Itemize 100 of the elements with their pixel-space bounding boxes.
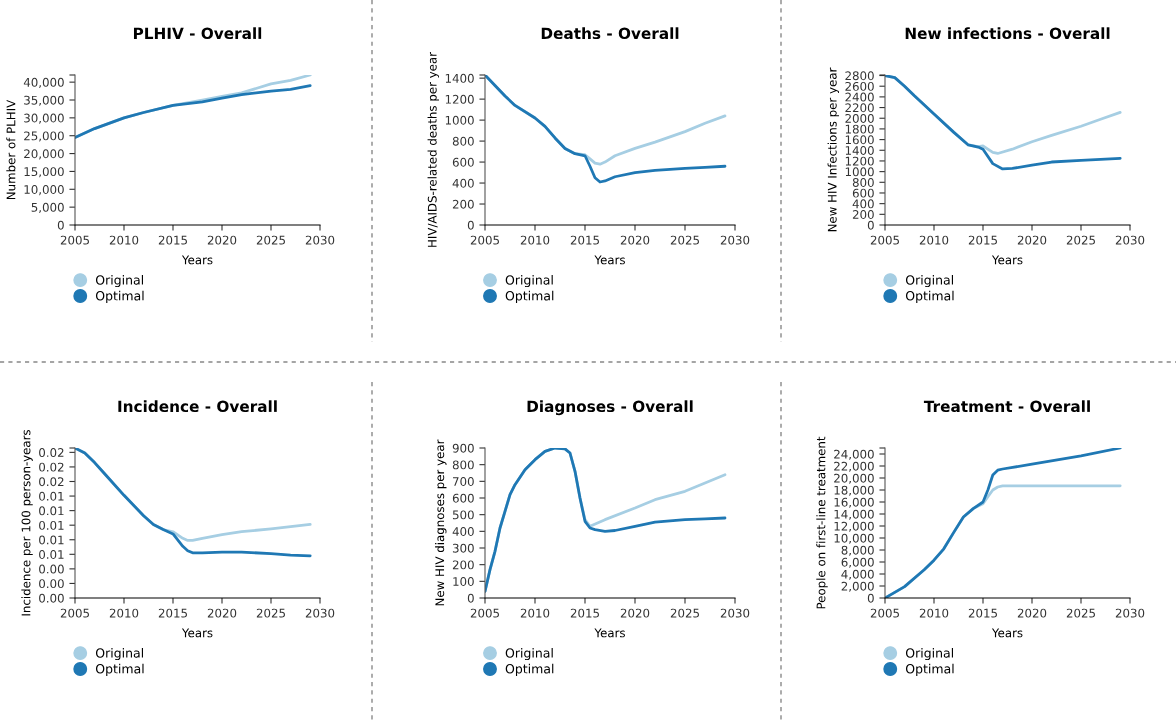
x-tick-label: 2025 bbox=[1066, 235, 1095, 245]
chart-title: Deaths - Overall bbox=[541, 27, 679, 40]
x-tick-label: 2020 bbox=[620, 235, 650, 245]
x-tick-label: 2015 bbox=[158, 608, 187, 618]
y-tick-label: 600 bbox=[452, 157, 474, 167]
x-tick-label: 2005 bbox=[870, 235, 899, 245]
y-tick-label: 14,000 bbox=[834, 509, 874, 520]
y-tick-label: 1400 bbox=[845, 145, 874, 155]
y-tick-label: 600 bbox=[852, 188, 874, 198]
y-tick-label: 0.02 bbox=[39, 448, 64, 458]
x-tick-label: 2025 bbox=[256, 235, 285, 245]
y-tick-label: 700 bbox=[453, 477, 474, 486]
y-tick-label: 200 bbox=[852, 210, 874, 219]
x-tick-label: 2030 bbox=[1115, 608, 1145, 618]
y-tick-label: 0.01 bbox=[39, 520, 64, 530]
y-tick-label: 300 bbox=[452, 543, 474, 553]
y-tick-label: 800 bbox=[452, 136, 474, 146]
y-tick-label: 0.00 bbox=[39, 593, 64, 603]
y-tick-label: 10,000 bbox=[24, 185, 64, 196]
x-tick-label: 2020 bbox=[207, 235, 237, 245]
x-tick-label: 2010 bbox=[109, 235, 139, 245]
y-tick-label: 0.00 bbox=[39, 579, 64, 589]
y-tick-label: 30,000 bbox=[24, 113, 64, 124]
x-tick-label: 2005 bbox=[470, 235, 499, 245]
chart-title: Treatment - Overall bbox=[923, 400, 1090, 413]
legend-label: Optimal bbox=[505, 663, 554, 676]
x-tick-label: 2020 bbox=[207, 608, 237, 618]
legend-label: Original bbox=[95, 275, 143, 288]
y-tick-label: 800 bbox=[452, 460, 474, 470]
x-tick-label: 2010 bbox=[919, 608, 949, 618]
y-tick-label: 100 bbox=[453, 577, 474, 586]
legend-label: Original bbox=[505, 648, 553, 661]
y-axis-title: HIV/AIDS-related deaths per year bbox=[427, 51, 439, 247]
chart-title: New infections - Overall bbox=[905, 27, 1110, 40]
y-tick-label: 5,000 bbox=[31, 202, 64, 213]
x-tick-label: 2030 bbox=[720, 235, 750, 245]
y-tick-label: 1200 bbox=[845, 156, 874, 166]
y-axis-title: New HIV diagnoses per year bbox=[435, 439, 447, 606]
y-tick-label: 400 bbox=[452, 178, 474, 188]
y-tick-label: 2600 bbox=[845, 81, 874, 91]
x-tick-label: 2010 bbox=[109, 608, 139, 618]
y-axis-title: Incidence per 100 person-years bbox=[21, 430, 33, 616]
x-tick-label: 2010 bbox=[919, 235, 949, 245]
x-tick-label: 2025 bbox=[670, 608, 699, 618]
legend-label: Original bbox=[905, 275, 953, 288]
x-tick-label: 2010 bbox=[520, 608, 550, 618]
legend-label: Optimal bbox=[505, 290, 554, 303]
y-axis-title: New HIV Infections per year bbox=[827, 67, 839, 232]
y-axis-title: Number of PLHIV bbox=[6, 99, 16, 200]
x-tick-label: 2030 bbox=[305, 235, 335, 245]
y-tick-label: 1000 bbox=[845, 167, 874, 177]
y-tick-label: 8,000 bbox=[841, 545, 874, 556]
y-tick-label: 22,000 bbox=[834, 461, 874, 472]
x-tick-label: 2005 bbox=[470, 608, 499, 618]
y-tick-label: 20,000 bbox=[834, 473, 874, 484]
y-tick-label: 0.00 bbox=[39, 564, 64, 574]
x-tick-label: 2015 bbox=[968, 235, 997, 245]
x-tick-label: 2015 bbox=[968, 608, 997, 618]
y-tick-label: 12,000 bbox=[834, 521, 874, 532]
x-tick-label: 2015 bbox=[570, 608, 599, 618]
x-tick-label: 2005 bbox=[60, 235, 89, 245]
x-tick-label: 2025 bbox=[670, 235, 699, 245]
x-tick-label: 2020 bbox=[1017, 235, 1047, 245]
legend-label: Original bbox=[95, 648, 143, 661]
y-axis-title: People on first-line treatment bbox=[816, 436, 828, 609]
y-tick-label: 0 bbox=[467, 220, 474, 230]
legend-label: Optimal bbox=[905, 290, 954, 303]
y-tick-label: 0 bbox=[867, 593, 874, 603]
x-axis-title: Years bbox=[594, 628, 625, 638]
y-tick-label: 10,000 bbox=[834, 533, 874, 544]
y-tick-label: 0 bbox=[57, 220, 64, 230]
x-tick-label: 2015 bbox=[570, 235, 599, 245]
x-axis-title: Years bbox=[594, 255, 625, 265]
y-tick-label: 1200 bbox=[445, 94, 474, 104]
x-tick-label: 2030 bbox=[720, 608, 750, 618]
chart-title: Incidence - Overall bbox=[118, 400, 277, 413]
y-tick-label: 35,000 bbox=[24, 95, 64, 106]
y-tick-label: 400 bbox=[452, 527, 474, 536]
y-tick-label: 0.02 bbox=[39, 477, 64, 487]
legend-label: Optimal bbox=[95, 663, 144, 676]
y-tick-label: 1000 bbox=[445, 115, 474, 125]
y-tick-label: 0.01 bbox=[39, 550, 64, 559]
x-tick-label: 2030 bbox=[1115, 235, 1145, 245]
y-tick-label: 900 bbox=[452, 443, 474, 453]
y-tick-label: 0 bbox=[867, 220, 874, 230]
x-tick-label: 2010 bbox=[520, 235, 550, 245]
x-tick-label: 2020 bbox=[620, 608, 650, 618]
x-axis-title: Years bbox=[991, 628, 1023, 638]
x-axis-title: Years bbox=[181, 255, 213, 265]
y-tick-label: 6,000 bbox=[841, 557, 874, 568]
y-tick-label: 400 bbox=[852, 199, 874, 209]
y-tick-label: 2800 bbox=[845, 71, 874, 81]
y-tick-label: 0.01 bbox=[39, 535, 64, 545]
y-tick-label: 1400 bbox=[445, 73, 474, 83]
y-tick-label: 0.01 bbox=[39, 506, 64, 516]
y-tick-label: 2200 bbox=[845, 103, 874, 113]
y-tick-label: 200 bbox=[452, 199, 474, 209]
y-tick-label: 20,000 bbox=[24, 149, 64, 160]
y-tick-label: 2000 bbox=[845, 113, 874, 123]
x-axis-title: Years bbox=[181, 628, 213, 638]
